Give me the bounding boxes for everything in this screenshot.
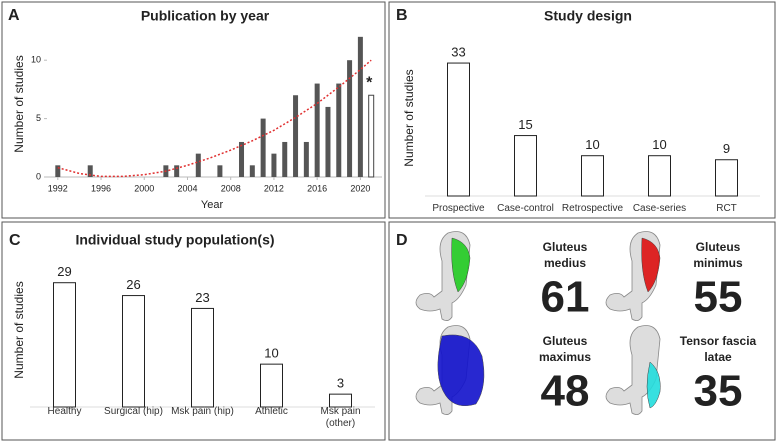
bar — [249, 165, 255, 177]
bar — [195, 153, 201, 177]
muscle-name: latae — [704, 350, 732, 364]
bar — [282, 141, 288, 177]
bar — [347, 60, 353, 178]
bar — [87, 165, 93, 177]
muscle-illustration — [437, 334, 485, 406]
bar — [174, 165, 180, 177]
y-tick-label: 10 — [31, 55, 41, 65]
bar — [260, 363, 283, 408]
bar — [53, 282, 76, 408]
bar — [715, 159, 738, 197]
value-label: 9 — [723, 141, 730, 156]
value-label: 26 — [126, 277, 140, 292]
panel-frame — [388, 1, 776, 219]
y-axis-label: Number of studies — [12, 55, 26, 152]
bar — [336, 83, 342, 177]
x-tick-label: 2020 — [350, 183, 370, 193]
panel-frame — [388, 221, 776, 441]
x-tick-label: RCT — [716, 203, 737, 214]
x-tick-label: Surgical (hip) — [104, 406, 163, 417]
bar — [217, 165, 223, 177]
muscle-name: Gluteus — [543, 334, 588, 348]
bar — [260, 118, 266, 177]
panel-label: C — [9, 232, 21, 249]
x-tick-label: 1996 — [91, 183, 111, 193]
x-tick-label: Case-series — [632, 203, 687, 214]
bar — [191, 307, 214, 408]
muscle-illustration — [451, 237, 471, 293]
x-tick-label: Retrospective — [561, 203, 624, 214]
muscle-name: minimus — [693, 256, 743, 270]
x-tick-label: 2012 — [264, 183, 284, 193]
bar — [329, 393, 352, 408]
value-label: 3 — [337, 376, 344, 391]
muscle-illustration — [641, 237, 661, 293]
bar — [357, 36, 363, 178]
panel-label: A — [8, 7, 20, 24]
value-label: 10 — [652, 137, 666, 152]
bar — [447, 62, 470, 197]
muscle-count: 35 — [694, 367, 743, 416]
panel-label: D — [396, 232, 408, 249]
y-axis-label: Number of studies — [402, 69, 416, 166]
panel-frame — [1, 1, 386, 219]
muscle-name: Gluteus — [696, 240, 741, 254]
x-tick-label: Case-control — [497, 203, 554, 214]
x-tick-label: Prospective — [432, 203, 485, 214]
muscle-name: maximus — [539, 350, 591, 364]
x-axis-label: Year — [201, 199, 224, 211]
muscle-count: 48 — [541, 367, 590, 416]
x-tick-label: 2016 — [307, 183, 327, 193]
bar — [293, 95, 299, 177]
bar — [514, 135, 537, 197]
muscle-name: Gluteus — [543, 240, 588, 254]
x-tick-label: 2000 — [134, 183, 154, 193]
bar — [239, 141, 245, 177]
value-label: 23 — [195, 290, 209, 305]
value-label: 10 — [264, 346, 278, 361]
bar — [55, 165, 61, 177]
y-tick-label: 5 — [36, 113, 41, 123]
bar — [368, 94, 375, 178]
annotation: * — [366, 74, 373, 91]
chart-title: Publication by year — [141, 8, 270, 24]
x-tick-label: 2004 — [177, 183, 197, 193]
muscle-name: Tensor fascia — [680, 334, 757, 348]
trend-line — [57, 59, 372, 178]
y-tick-label: 0 — [36, 171, 41, 181]
x-tick-label: 2008 — [221, 183, 241, 193]
y-axis-label: Number of studies — [12, 281, 26, 378]
value-label: 10 — [585, 137, 599, 152]
bar — [648, 155, 671, 197]
bar — [581, 155, 604, 197]
bar — [314, 83, 320, 177]
bar — [122, 295, 145, 408]
x-tick-label: Msk pain (hip) — [171, 406, 234, 417]
value-label: 29 — [57, 264, 71, 279]
bar — [303, 141, 309, 177]
chart-title: Individual study population(s) — [75, 232, 274, 248]
x-tick-label: 1992 — [48, 183, 68, 193]
value-label: 33 — [451, 44, 465, 59]
x-tick-label: Athletic — [255, 406, 288, 417]
chart-title: Study design — [544, 8, 632, 24]
panel-frame — [1, 221, 386, 441]
value-label: 15 — [518, 117, 532, 132]
muscle-illustration — [646, 361, 661, 409]
muscle-count: 55 — [694, 273, 743, 322]
x-tick-label: Healthy — [47, 406, 82, 417]
panel-label: B — [396, 7, 408, 24]
x-tick-label: Msk pain (other) — [320, 406, 361, 429]
muscle-count: 61 — [541, 273, 590, 322]
muscle-name: medius — [544, 256, 586, 270]
bar — [325, 106, 331, 177]
bar — [271, 153, 277, 177]
